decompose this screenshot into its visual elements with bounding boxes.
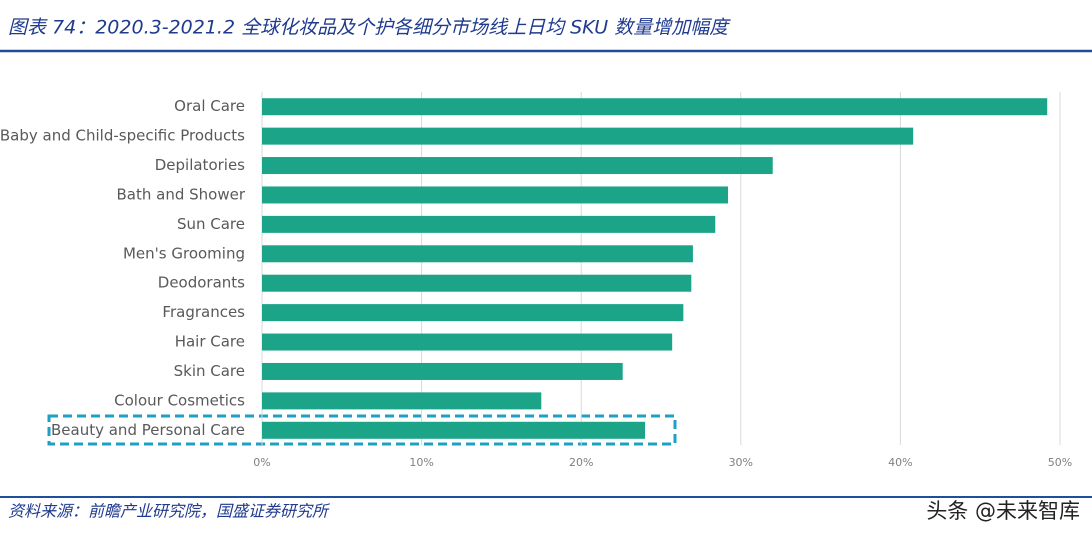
y-tick-label: Sun Care <box>177 215 245 233</box>
y-tick-label: Beauty and Personal Care <box>51 421 245 439</box>
y-tick-label: Oral Care <box>174 97 245 115</box>
bar <box>262 157 773 175</box>
y-tick-label: Colour Cosmetics <box>114 391 245 409</box>
plot-area: 0% 10% 20% 30% 40% 50% Oral Care Baby and Child… <box>0 92 1072 469</box>
x-tick-label: 50% <box>1048 456 1072 469</box>
watermark: 头条 @未来智库 <box>926 499 1080 523</box>
x-tick-label: 20% <box>569 456 593 469</box>
bar <box>262 245 693 263</box>
bar <box>262 127 914 145</box>
bar <box>262 274 692 292</box>
bar <box>262 215 716 233</box>
x-tick-label: 10% <box>409 456 433 469</box>
bar <box>262 392 542 410</box>
bar <box>262 304 684 322</box>
bar <box>262 421 646 439</box>
bar <box>262 98 1048 116</box>
x-tick-label: 30% <box>729 456 753 469</box>
y-tick-label: Hair Care <box>175 333 245 351</box>
y-tick-label: Fragrances <box>162 303 245 321</box>
y-tick-label: Men's Grooming <box>123 244 245 262</box>
chart-title: 图表 74：2020.3-2021.2 全球化妆品及个护各细分市场线上日均 SK… <box>8 17 731 39</box>
bar <box>262 362 623 380</box>
bar <box>262 333 673 351</box>
x-tick-label: 0% <box>253 456 270 469</box>
source-note: 资料来源：前瞻产业研究院，国盛证券研究所 <box>8 502 331 521</box>
y-tick-label: Baby and Child-specific Products <box>0 127 245 145</box>
x-tick-label: 40% <box>888 456 912 469</box>
highlight-box <box>47 414 677 446</box>
y-tick-label: Skin Care <box>174 362 245 380</box>
y-tick-label: Deodorants <box>158 274 245 292</box>
bar <box>262 186 729 204</box>
y-tick-label: Bath and Shower <box>117 185 246 203</box>
y-tick-label: Depilatories <box>155 156 245 174</box>
